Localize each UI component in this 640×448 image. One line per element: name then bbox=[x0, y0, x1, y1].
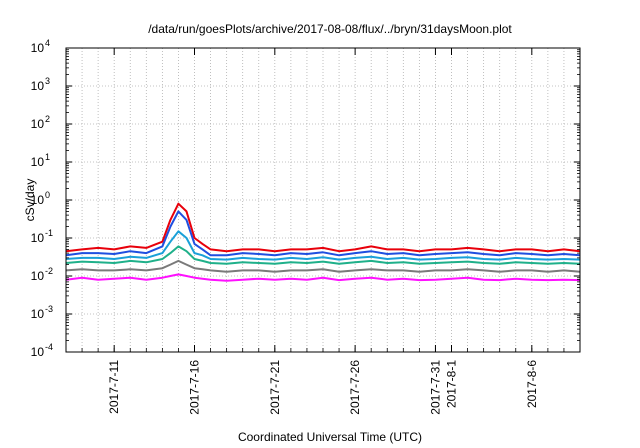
y-tick-exponent: -2 bbox=[45, 266, 53, 276]
y-tick-exponent: 4 bbox=[45, 38, 50, 48]
y-tick-exponent: 0 bbox=[45, 190, 50, 200]
y-axis-label: cSv/day bbox=[23, 179, 37, 222]
series-group bbox=[65, 202, 581, 282]
y-tick-exponent: 3 bbox=[45, 76, 50, 86]
y-tick-exponent: -1 bbox=[45, 228, 53, 238]
y-tick-label: 10 bbox=[31, 307, 45, 321]
x-tick-label: 2017-7-21 bbox=[268, 360, 282, 415]
series-line-5 bbox=[65, 259, 581, 273]
x-axis-label: Coordinated Universal Time (UTC) bbox=[238, 430, 422, 444]
chart-title: /data/run/goesPlots/archive/2017-08-08/f… bbox=[148, 22, 512, 36]
y-tick-label: 10 bbox=[31, 41, 45, 55]
x-tick-label: 2017-7-31 bbox=[428, 360, 442, 415]
y-tick-label: 10 bbox=[31, 193, 45, 207]
y-tick-exponent: -3 bbox=[45, 304, 53, 314]
series-line-1 bbox=[65, 202, 581, 253]
series-line-3 bbox=[65, 230, 581, 261]
y-tick-label: 10 bbox=[31, 79, 45, 93]
x-tick-label: 2017-8-1 bbox=[445, 360, 459, 408]
y-tick-label: 10 bbox=[31, 269, 45, 283]
x-tick-label: 2017-7-26 bbox=[348, 360, 362, 415]
y-tick-exponent: -4 bbox=[45, 342, 53, 352]
y-tick-exponent: 2 bbox=[45, 114, 50, 124]
x-tick-label: 2017-7-16 bbox=[188, 360, 202, 415]
x-tick-label: 2017-8-6 bbox=[525, 360, 539, 408]
y-tick-label: 10 bbox=[31, 231, 45, 245]
series-line-4 bbox=[65, 245, 581, 265]
series-line-2 bbox=[65, 210, 581, 257]
ticks bbox=[65, 47, 581, 353]
y-tick-exponent: 1 bbox=[45, 152, 50, 162]
y-tick-label: 10 bbox=[31, 155, 45, 169]
x-tick-labels: 2017-7-11 2017-7-16 2017-7-21 2017-7-26 2017… bbox=[107, 360, 539, 415]
series-line-6 bbox=[65, 273, 581, 282]
x-tick-label: 2017-7-11 bbox=[107, 360, 121, 414]
y-tick-label: 10 bbox=[31, 345, 45, 359]
y-tick-label: 10 bbox=[31, 117, 45, 131]
